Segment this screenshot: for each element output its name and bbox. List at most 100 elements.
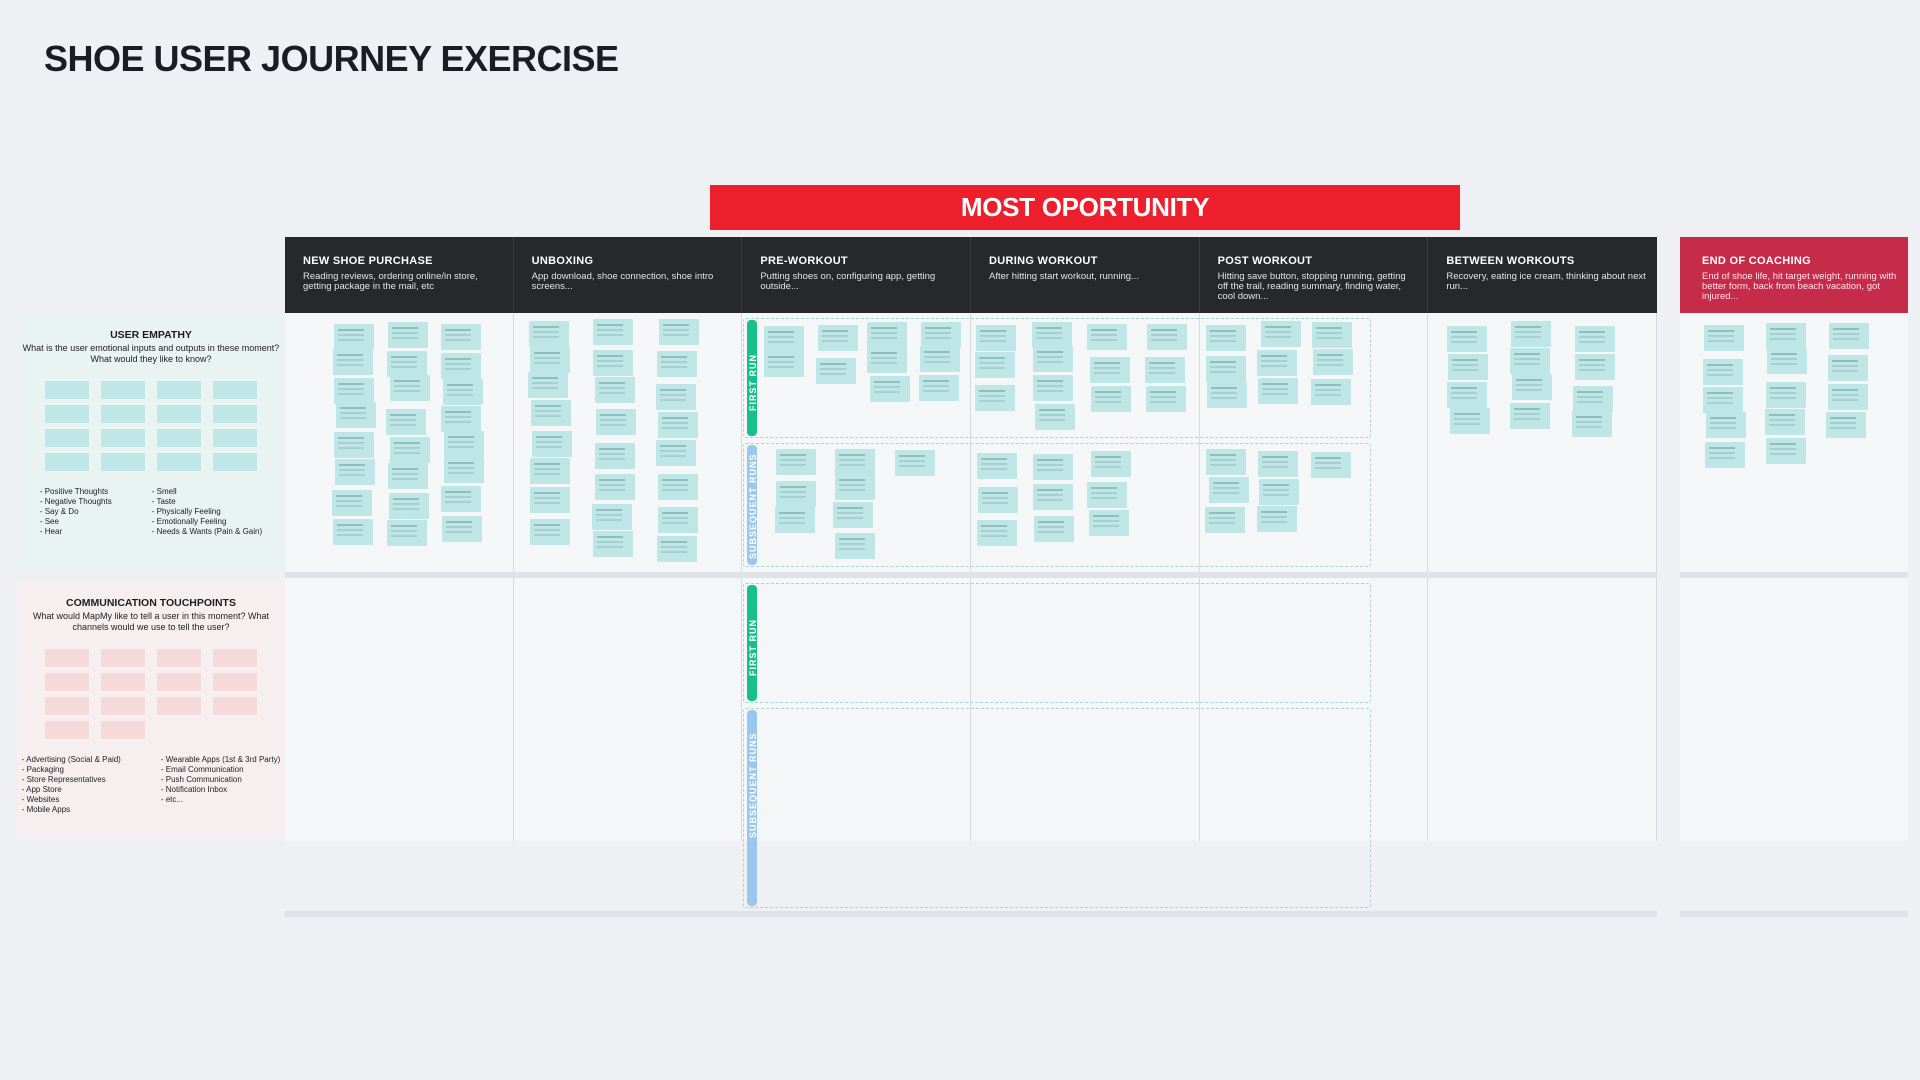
sticky-note[interactable] (1766, 438, 1807, 465)
sticky-note[interactable] (592, 503, 633, 530)
sticky-note[interactable] (1572, 386, 1613, 413)
sticky-note[interactable] (764, 326, 805, 353)
legend-sticky[interactable] (45, 453, 89, 471)
sticky-note[interactable] (1311, 322, 1352, 349)
sticky-note[interactable] (528, 372, 569, 399)
sticky-note[interactable] (894, 450, 935, 477)
sticky-note[interactable] (833, 501, 874, 528)
sticky-note[interactable] (1034, 515, 1075, 542)
legend-sticky[interactable] (101, 649, 145, 667)
sticky-note[interactable] (658, 319, 699, 346)
sticky-note[interactable] (776, 449, 817, 476)
sticky-note[interactable] (1205, 324, 1246, 351)
sticky-note[interactable] (1090, 450, 1131, 477)
legend-sticky[interactable] (101, 721, 145, 739)
sticky-note[interactable] (1032, 484, 1073, 511)
sticky-note[interactable] (658, 506, 699, 533)
sticky-note[interactable] (1087, 481, 1128, 508)
legend-sticky[interactable] (45, 649, 89, 667)
legend-sticky[interactable] (213, 673, 257, 691)
sticky-note[interactable] (440, 323, 481, 350)
legend-sticky[interactable] (101, 405, 145, 423)
sticky-note[interactable] (387, 463, 428, 490)
sticky-note[interactable] (1205, 355, 1246, 382)
sticky-note[interactable] (1703, 358, 1744, 385)
sticky-note[interactable] (595, 376, 636, 403)
stage-during-workout[interactable]: DURING WORKOUT After hitting start worko… (971, 237, 1200, 313)
sticky-note[interactable] (775, 481, 816, 508)
legend-sticky[interactable] (213, 649, 257, 667)
sticky-note[interactable] (1208, 477, 1249, 504)
legend-sticky[interactable] (45, 381, 89, 399)
sticky-note[interactable] (976, 519, 1017, 546)
sticky-note[interactable] (1511, 321, 1552, 348)
sticky-note[interactable] (976, 324, 1017, 351)
sticky-note[interactable] (834, 533, 875, 560)
sticky-note[interactable] (977, 453, 1018, 480)
sticky-note[interactable] (1447, 354, 1488, 381)
legend-sticky[interactable] (213, 453, 257, 471)
sticky-note[interactable] (593, 530, 634, 557)
sticky-note[interactable] (867, 346, 908, 373)
legend-sticky[interactable] (157, 697, 201, 715)
legend-sticky[interactable] (45, 697, 89, 715)
sticky-note[interactable] (1144, 356, 1185, 383)
sticky-note[interactable] (775, 506, 815, 533)
sticky-note[interactable] (763, 350, 804, 377)
sticky-note[interactable] (1766, 322, 1807, 349)
legend-sticky[interactable] (101, 453, 145, 471)
sticky-note[interactable] (531, 430, 572, 457)
sticky-note[interactable] (1146, 323, 1187, 350)
legend-sticky[interactable] (157, 453, 201, 471)
sticky-note[interactable] (332, 489, 373, 516)
sticky-note[interactable] (1447, 326, 1488, 353)
sticky-note[interactable] (386, 519, 427, 546)
sticky-note[interactable] (530, 400, 571, 427)
sticky-note[interactable] (1310, 452, 1351, 479)
sticky-note[interactable] (1766, 347, 1807, 374)
sticky-note[interactable] (834, 448, 875, 475)
sticky-note[interactable] (1574, 354, 1615, 381)
sticky-note[interactable] (656, 535, 697, 562)
sticky-note[interactable] (334, 323, 375, 350)
sticky-note[interactable] (1259, 478, 1300, 505)
sticky-note[interactable] (1704, 325, 1745, 352)
sticky-note[interactable] (975, 385, 1016, 412)
sticky-note[interactable] (1705, 442, 1746, 469)
sticky-note[interactable] (335, 459, 376, 486)
sticky-note[interactable] (443, 457, 484, 484)
legend-sticky[interactable] (45, 405, 89, 423)
sticky-note[interactable] (1260, 321, 1301, 348)
sticky-note[interactable] (657, 474, 698, 501)
sticky-note[interactable] (1033, 453, 1074, 480)
legend-sticky[interactable] (101, 673, 145, 691)
sticky-note[interactable] (1828, 354, 1869, 381)
sticky-note[interactable] (1511, 374, 1552, 401)
sticky-note[interactable] (1766, 381, 1807, 408)
sticky-note[interactable] (595, 442, 636, 469)
sticky-note[interactable] (1089, 356, 1130, 383)
legend-sticky[interactable] (45, 429, 89, 447)
sticky-note[interactable] (389, 437, 430, 464)
sticky-note[interactable] (1509, 403, 1550, 430)
sticky-note[interactable] (389, 375, 430, 402)
legend-sticky[interactable] (157, 429, 201, 447)
legend-sticky[interactable] (45, 721, 89, 739)
sticky-note[interactable] (1310, 379, 1351, 406)
legend-sticky[interactable] (157, 673, 201, 691)
sticky-note[interactable] (1090, 385, 1131, 412)
sticky-note[interactable] (529, 347, 570, 374)
legend-sticky[interactable] (213, 429, 257, 447)
legend-sticky[interactable] (101, 381, 145, 399)
sticky-note[interactable] (335, 402, 376, 429)
sticky-note[interactable] (1258, 450, 1298, 477)
sticky-note[interactable] (386, 409, 427, 436)
sticky-note[interactable] (1312, 349, 1353, 376)
sticky-note[interactable] (333, 432, 374, 459)
sticky-note[interactable] (977, 487, 1018, 514)
sticky-note[interactable] (1705, 412, 1746, 439)
legend-sticky[interactable] (157, 649, 201, 667)
sticky-note[interactable] (386, 350, 427, 377)
legend-sticky[interactable] (213, 381, 257, 399)
sticky-note[interactable] (1449, 407, 1490, 434)
